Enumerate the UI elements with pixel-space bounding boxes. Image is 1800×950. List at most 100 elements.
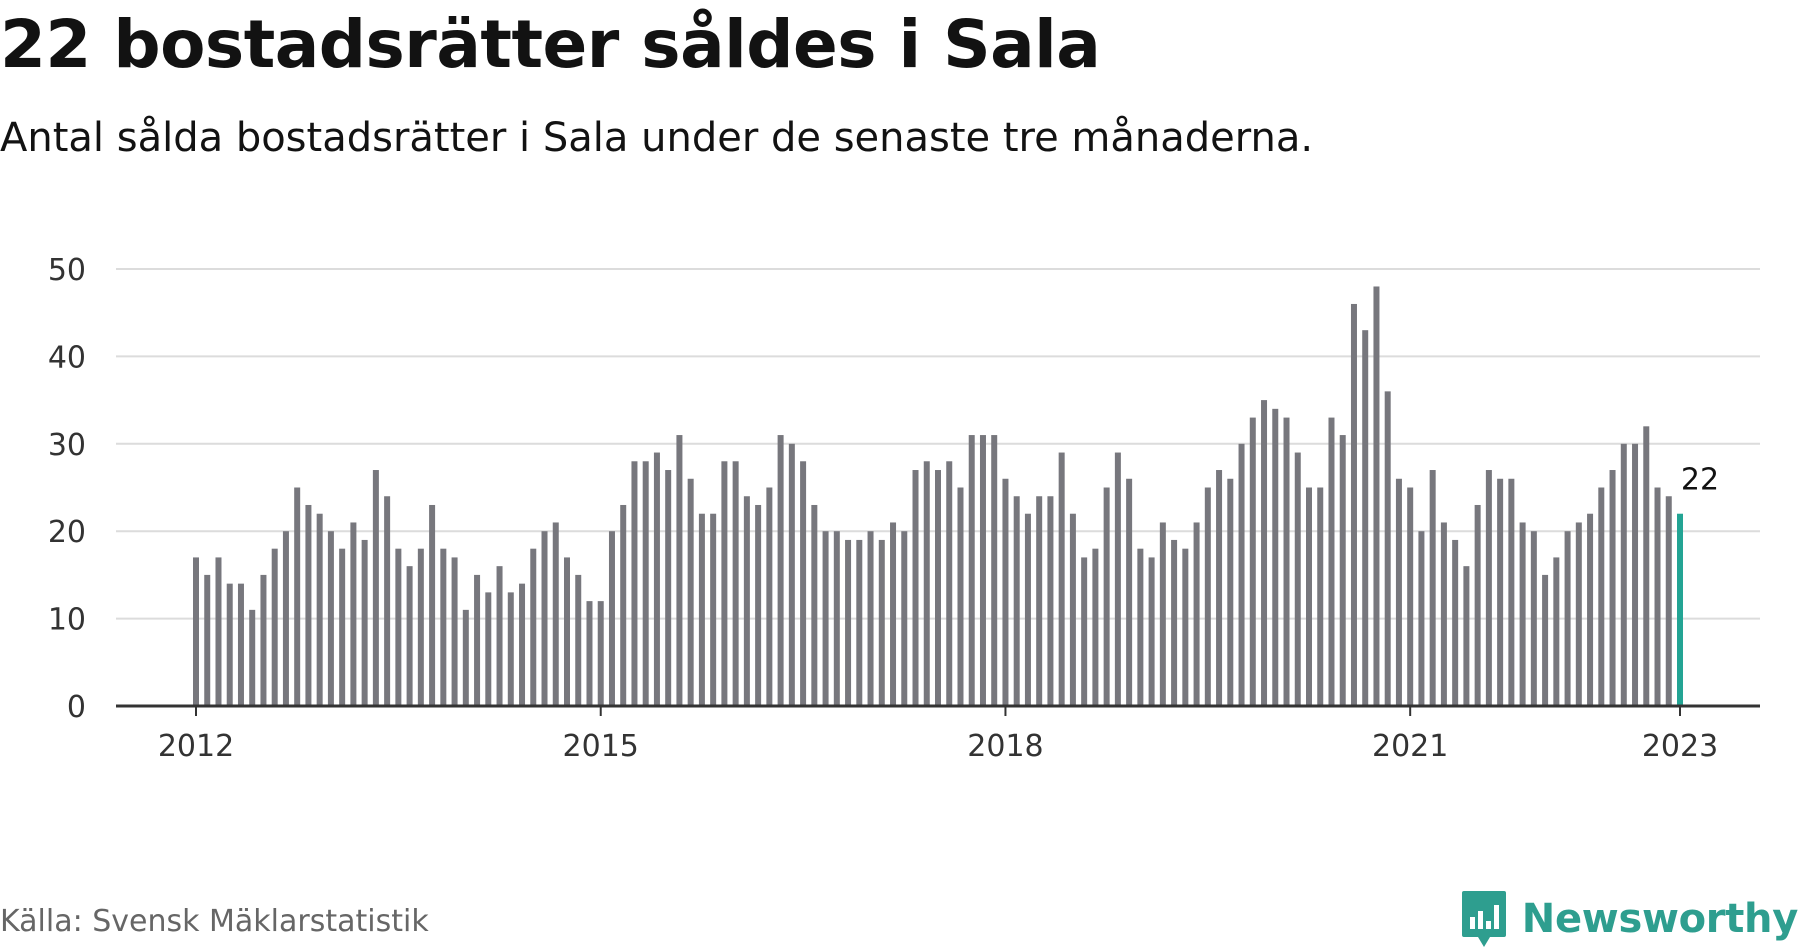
bar	[890, 522, 897, 706]
bar	[710, 513, 717, 706]
bar	[564, 557, 570, 706]
bar	[451, 557, 458, 706]
bar	[372, 470, 379, 706]
bar	[429, 504, 436, 706]
bar	[845, 539, 852, 706]
bar	[1418, 531, 1425, 706]
brand-logo: Newsworthy	[1460, 888, 1798, 950]
bar-chart: 0 10 20 30 40 50 2012 2015 2018 2021 2023 22	[48, 253, 1760, 764]
bar	[1654, 487, 1661, 706]
bar	[1069, 513, 1076, 706]
bar	[1440, 522, 1447, 706]
bar	[1632, 443, 1639, 706]
bar	[788, 443, 795, 706]
bar	[1294, 452, 1301, 706]
bar	[1587, 513, 1594, 706]
bars	[193, 286, 1683, 706]
bar	[204, 574, 211, 706]
bar	[676, 435, 683, 706]
bar	[901, 531, 908, 706]
bar	[1058, 452, 1065, 706]
bar	[1036, 496, 1043, 706]
bar	[316, 513, 323, 706]
axes	[116, 704, 1760, 716]
bar	[1261, 400, 1268, 706]
bar	[1575, 522, 1582, 706]
x-tick-label: 2015	[563, 729, 639, 764]
newsworthy-logo-icon	[1461, 891, 1506, 947]
bar	[384, 496, 391, 706]
bar	[260, 574, 267, 706]
bar	[1092, 548, 1099, 706]
bar	[1609, 470, 1616, 706]
bar	[485, 592, 492, 706]
y-tick-label: 20	[48, 515, 86, 550]
bar	[665, 470, 672, 706]
bar	[1519, 522, 1526, 706]
bar	[923, 461, 930, 706]
bar	[294, 487, 301, 706]
bar	[1339, 435, 1346, 706]
bar	[226, 583, 233, 706]
bar	[530, 548, 537, 706]
source-note: Källa: Svensk Mäklarstatistik	[0, 904, 429, 939]
bar	[1249, 417, 1256, 706]
bar	[1238, 443, 1245, 706]
bar	[642, 461, 649, 706]
bar	[1317, 487, 1324, 706]
bar	[1204, 487, 1211, 706]
bar	[474, 574, 481, 706]
bar	[271, 548, 278, 706]
bar	[406, 566, 413, 706]
bar	[1013, 496, 1020, 706]
bar	[507, 592, 514, 706]
bar	[440, 548, 447, 706]
bar	[653, 452, 660, 706]
bar	[1283, 417, 1290, 706]
bar	[1452, 539, 1459, 706]
bar	[833, 531, 840, 706]
bar	[1508, 478, 1515, 706]
y-tick-label: 0	[67, 690, 86, 725]
bar	[1193, 522, 1200, 706]
bar	[1665, 496, 1672, 706]
bar	[586, 601, 593, 706]
bar	[350, 522, 357, 706]
bar	[395, 548, 402, 706]
y-tick-label: 10	[48, 603, 86, 638]
bar	[1047, 496, 1054, 706]
bar	[1362, 330, 1369, 706]
y-tick-label: 40	[48, 340, 86, 375]
chart-title: 22 bostadsrätter såldes i Sala	[0, 6, 1101, 83]
bar	[991, 435, 998, 706]
bar	[1272, 408, 1279, 706]
bar	[822, 531, 829, 706]
x-tick-label: 2018	[967, 729, 1043, 764]
bar	[631, 461, 638, 706]
bar	[755, 504, 762, 706]
bar-highlight	[1677, 513, 1683, 706]
bar	[957, 487, 964, 706]
bar	[417, 548, 424, 706]
bar	[339, 548, 346, 706]
bar	[620, 504, 627, 706]
brand-name: Newsworthy	[1521, 896, 1799, 942]
bar	[1081, 557, 1088, 706]
bar	[1328, 417, 1335, 706]
labels: 0 10 20 30 40 50 2012 2015 2018 2021 2023 22	[48, 253, 1722, 764]
bar	[1227, 478, 1234, 706]
bar	[1103, 487, 1110, 706]
bar	[215, 557, 222, 706]
bar	[698, 513, 705, 706]
bar	[193, 557, 199, 706]
bar	[1395, 478, 1402, 706]
bar	[1002, 478, 1009, 706]
bar	[721, 461, 728, 706]
bar	[1429, 470, 1436, 706]
bar	[1564, 531, 1571, 706]
bar	[327, 531, 334, 706]
bar	[1373, 286, 1380, 706]
bar	[249, 609, 256, 706]
bar	[1159, 522, 1166, 706]
bar	[1497, 478, 1504, 706]
